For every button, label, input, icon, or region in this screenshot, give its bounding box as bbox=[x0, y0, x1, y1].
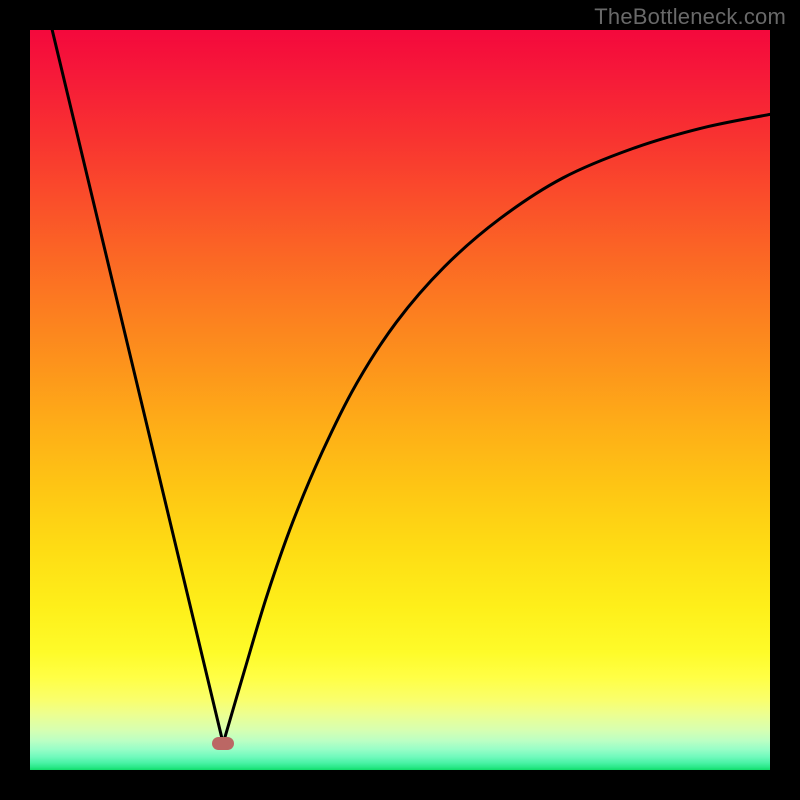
watermark-text: TheBottleneck.com bbox=[594, 4, 786, 30]
plot-area bbox=[30, 30, 770, 770]
valley-marker bbox=[212, 737, 234, 750]
bottleneck-curve bbox=[30, 30, 770, 770]
